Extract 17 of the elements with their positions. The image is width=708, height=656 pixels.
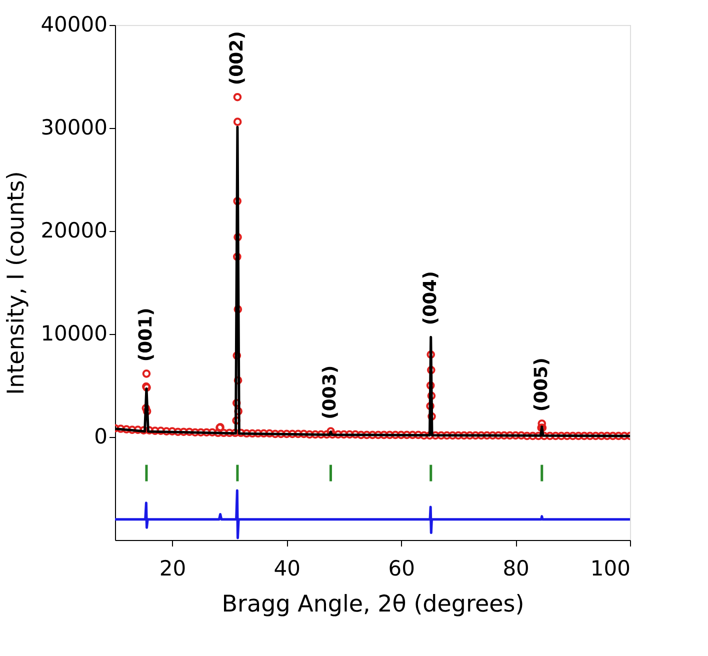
y-tick-label: 30000 — [40, 116, 108, 140]
annotation: (003) — [320, 365, 341, 420]
x-tick-label: 100 — [590, 556, 630, 580]
annotation: (002) — [226, 31, 248, 86]
x-tick-label: 80 — [502, 556, 530, 580]
x-tick-label: 60 — [388, 556, 415, 580]
y-tick-label: 0 — [94, 424, 108, 448]
y-tick-label: 10000 — [40, 322, 108, 346]
y-tick-label: 20000 — [40, 218, 108, 242]
y-tick-label: 40000 — [40, 12, 108, 36]
annotation: (001) — [135, 308, 156, 362]
x-tick-label: 20 — [159, 556, 186, 580]
annotation: (004) — [420, 271, 441, 326]
x-axis-title: Bragg Angle, 2θ (degrees) — [222, 592, 524, 618]
annotation: (005) — [530, 358, 552, 412]
x-tick-label: 40 — [274, 556, 301, 580]
y-axis-title: Intensity, I (counts) — [4, 171, 30, 395]
